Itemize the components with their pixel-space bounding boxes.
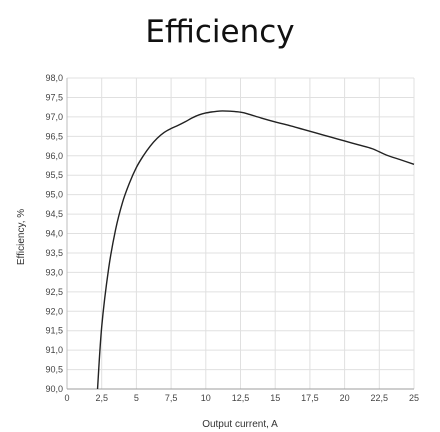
x-tick-label: 22,5 bbox=[371, 393, 389, 403]
y-tick-label: 97,5 bbox=[45, 92, 63, 102]
y-tick-label: 90,5 bbox=[45, 365, 63, 375]
y-tick-label: 93,5 bbox=[45, 248, 63, 258]
y-tick-label: 92,0 bbox=[45, 306, 63, 316]
y-tick-label: 97,0 bbox=[45, 112, 63, 122]
x-tick-label: 15 bbox=[270, 393, 280, 403]
series-layer bbox=[96, 110, 415, 390]
y-tick-label: 92,5 bbox=[45, 287, 63, 297]
grid-layer bbox=[66, 77, 415, 390]
y-tick-label: 96,0 bbox=[45, 151, 63, 161]
x-tick-label: 10 bbox=[201, 393, 211, 403]
y-tick-label: 91,5 bbox=[45, 326, 63, 336]
x-tick-label: 17,5 bbox=[301, 393, 319, 403]
y-tick-label: 95,5 bbox=[45, 170, 63, 180]
x-tick-label: 2,5 bbox=[95, 393, 108, 403]
y-tick-label: 96,5 bbox=[45, 131, 63, 141]
x-tick-label: 12,5 bbox=[232, 393, 250, 403]
x-tick-label: 7,5 bbox=[165, 393, 178, 403]
y-tick-label: 91,0 bbox=[45, 345, 63, 355]
y-tick-label: 94,5 bbox=[45, 209, 63, 219]
y-axis-label: Efficiency, % bbox=[16, 209, 27, 265]
efficiency-series-line bbox=[96, 110, 415, 390]
x-tick-label: 20 bbox=[340, 393, 350, 403]
x-tick-label: 25 bbox=[409, 393, 419, 403]
x-tick-label: 5 bbox=[134, 393, 139, 403]
x-tick-label: 0 bbox=[64, 393, 69, 403]
y-tick-label: 90,0 bbox=[45, 384, 63, 394]
y-tick-label: 98,0 bbox=[45, 73, 63, 83]
y-tick-label: 95,0 bbox=[45, 190, 63, 200]
y-tick-label: 94,0 bbox=[45, 229, 63, 239]
tick-layer: 0 2,5 5 7,5 10 12,5 15 17,5 20 22,5 25 90,0 90,5 91,0… bbox=[45, 73, 419, 403]
x-axis-label: Output current, A bbox=[202, 419, 278, 430]
chart-title: Efficiency bbox=[145, 14, 295, 50]
y-tick-label: 93,0 bbox=[45, 267, 63, 277]
